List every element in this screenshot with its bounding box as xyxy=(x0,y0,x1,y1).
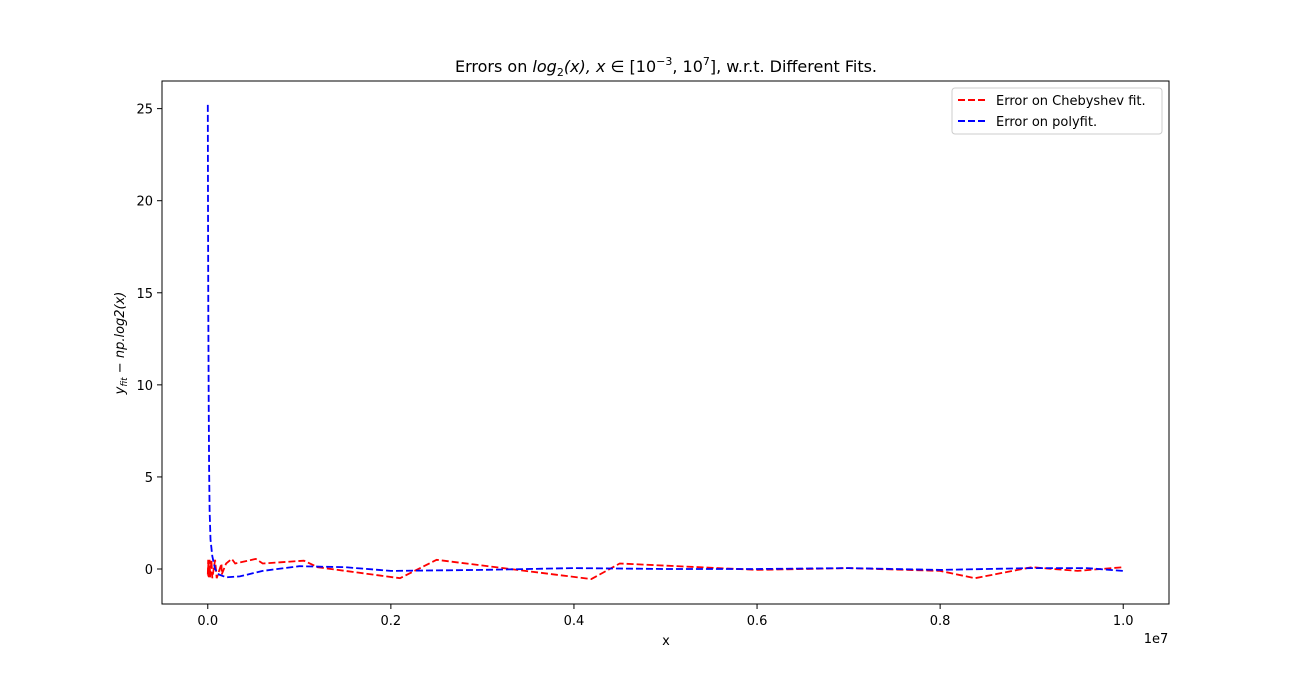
legend-polyfit-label: Error on polyfit. xyxy=(996,115,1097,130)
x-tick-label: 0.6 xyxy=(747,614,768,629)
plot-frame xyxy=(161,80,1170,605)
ticks-layer: 0.0 0.2 0.4 0.6 0.8 1.0 0 5 10 15 20 25 xyxy=(136,103,1133,629)
y-tick-label: 0 xyxy=(145,563,153,578)
x-tick-label: 0.4 xyxy=(564,614,585,629)
y-axis-label: yfit − np.log2(x) xyxy=(113,292,130,396)
x-offset-label: 1e7 xyxy=(1144,632,1169,647)
y-tick-label: 20 xyxy=(136,195,153,210)
y-tick-label: 10 xyxy=(136,379,153,394)
polyfit-error-line xyxy=(206,104,1124,579)
legend: Error on Chebyshev fit. Error on polyfit… xyxy=(951,87,1163,135)
series-layer xyxy=(206,104,1124,581)
y-tick-label: 15 xyxy=(136,287,153,302)
x-axis-label: x xyxy=(662,634,670,649)
legend-frame xyxy=(951,87,1163,135)
legend-chebyshev-label: Error on Chebyshev fit. xyxy=(996,94,1146,109)
y-tick-label: 5 xyxy=(145,471,153,486)
chart-title: Errors on log2(x), x ∈ [10−3, 107], w.r.… xyxy=(455,55,877,79)
x-tick-label: 0.8 xyxy=(930,614,951,629)
x-tick-label: 1.0 xyxy=(1113,614,1134,629)
x-tick-label: 0.0 xyxy=(197,614,218,629)
y-tick-label: 25 xyxy=(136,103,153,118)
x-tick-label: 0.2 xyxy=(381,614,402,629)
